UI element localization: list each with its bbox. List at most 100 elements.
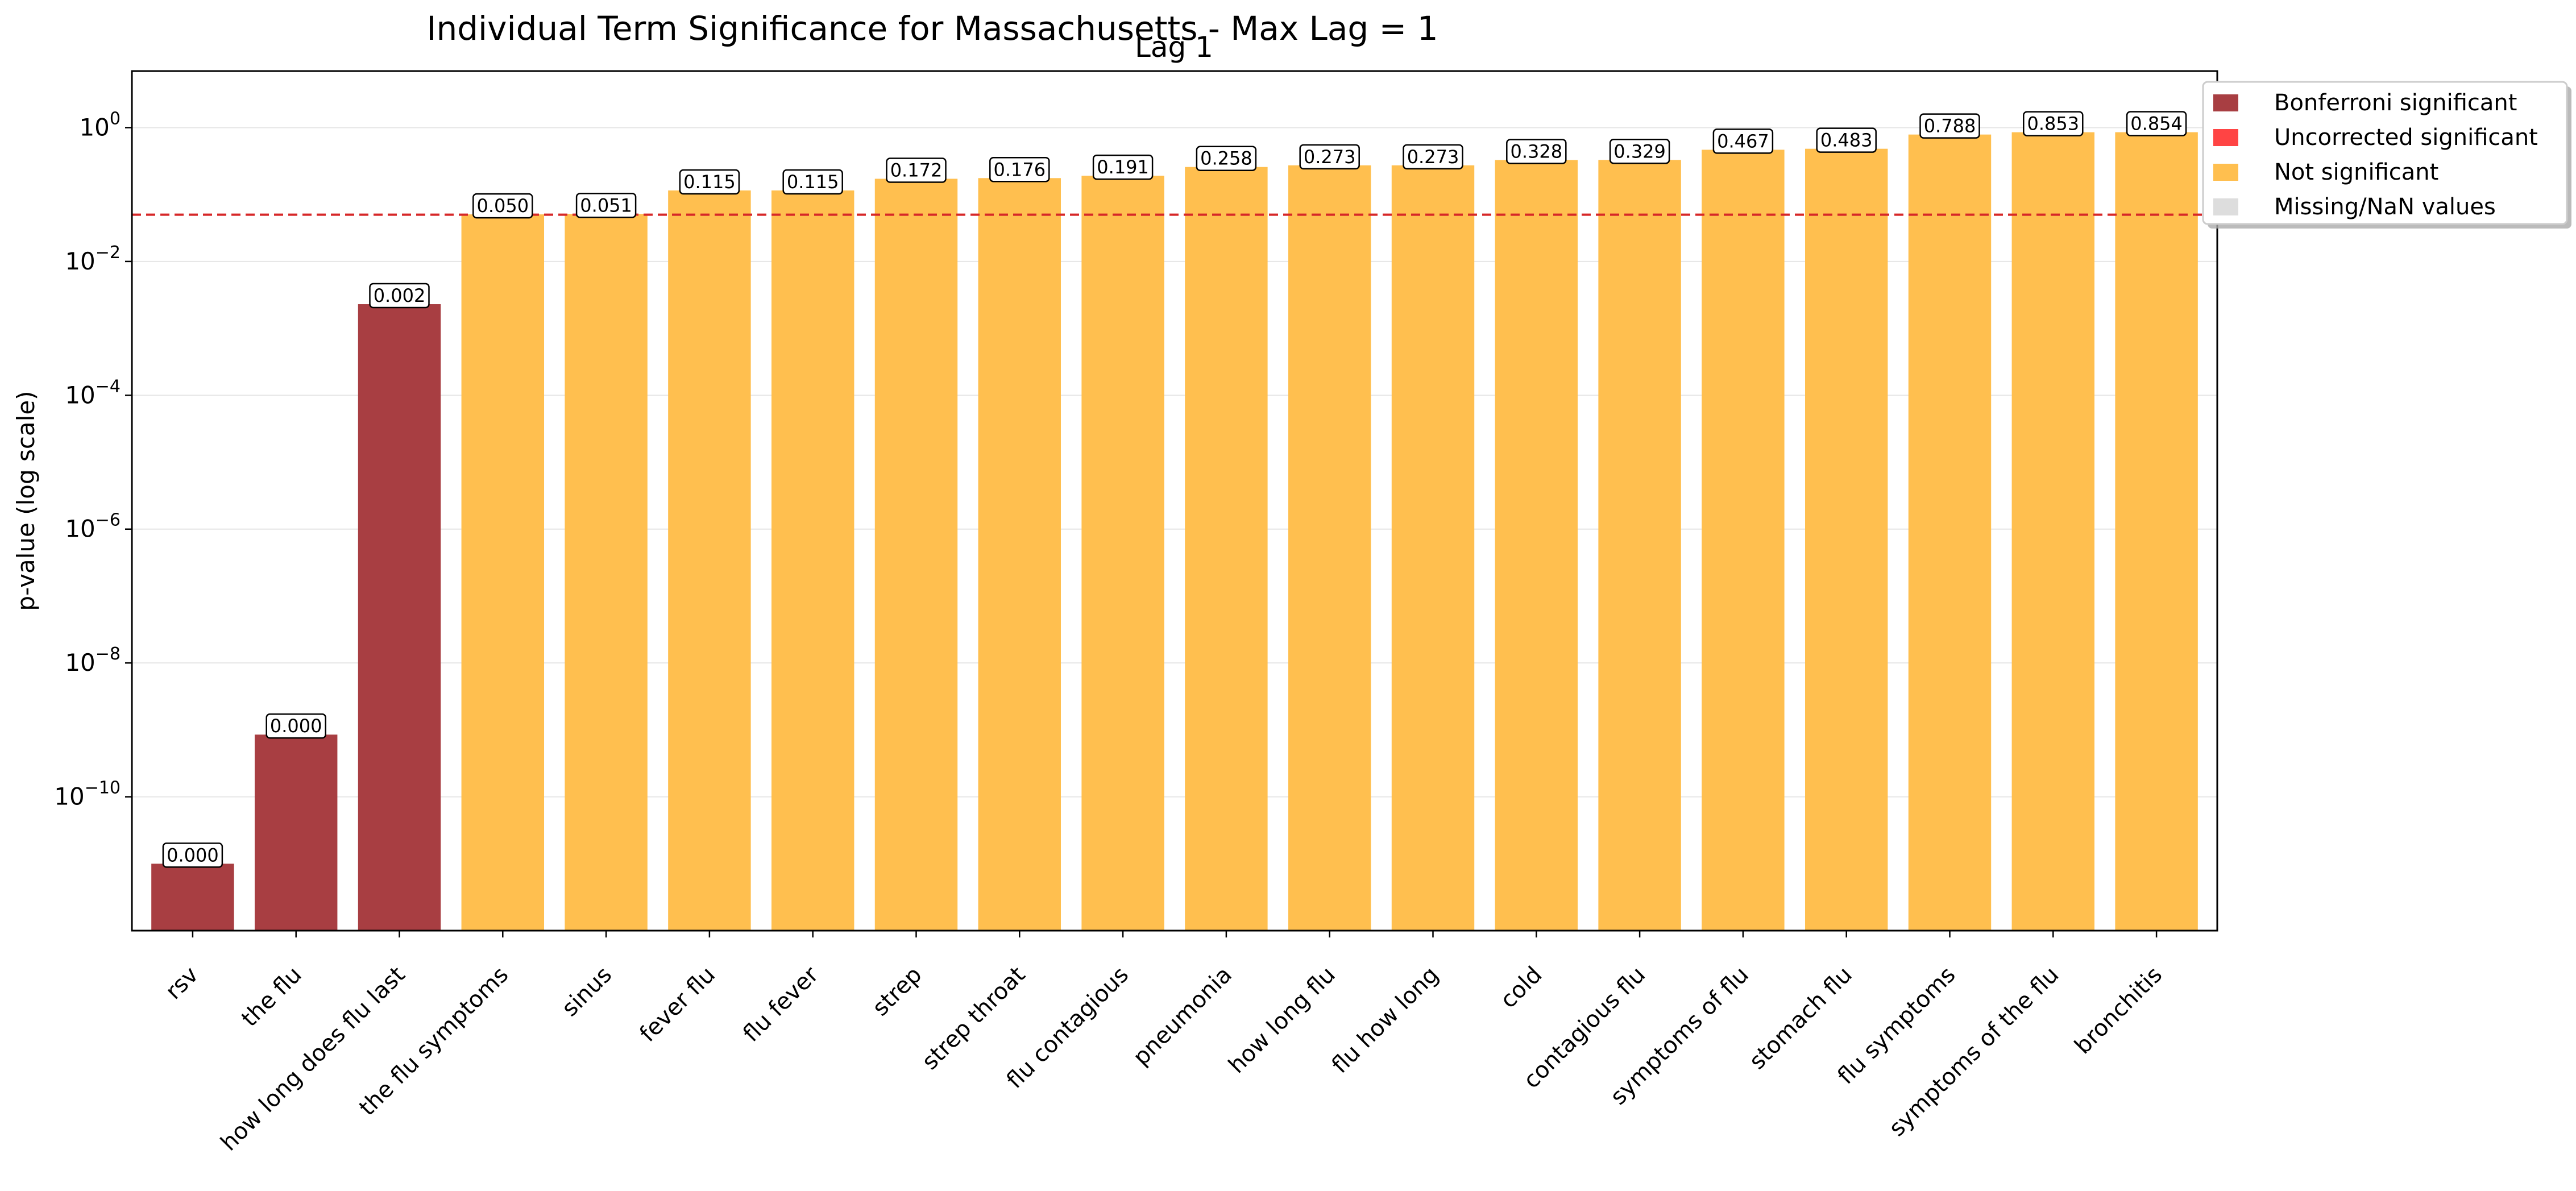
y-tick-exponent: −10 <box>85 778 121 798</box>
bar <box>565 214 648 931</box>
legend: Bonferroni significant Uncorrected signif… <box>2202 81 2571 229</box>
bar <box>1598 160 1681 931</box>
y-tick-base: 10 <box>65 247 95 275</box>
y-axis-label: p-value (log scale) <box>12 391 40 611</box>
data-label: 0.273 <box>1403 144 1463 170</box>
data-label-box <box>2023 111 2084 136</box>
bar <box>254 734 338 931</box>
data-label-box <box>679 169 740 195</box>
data-label: 0.051 <box>575 193 637 218</box>
data-label-text: 0.176 <box>993 159 1046 180</box>
bar <box>1288 165 1371 931</box>
data-label-text: 0.273 <box>1304 146 1356 168</box>
data-label-box <box>1299 144 1360 170</box>
legend-label: Uncorrected significant <box>2274 125 2538 151</box>
legend-label: Not significant <box>2274 159 2438 185</box>
data-label-box <box>1919 113 1980 139</box>
bar <box>1702 150 1785 931</box>
data-label: 0.115 <box>679 169 740 195</box>
data-label-box <box>989 157 1050 182</box>
bar <box>978 178 1061 931</box>
y-tick-label: 10−4 <box>65 376 121 409</box>
bar <box>771 190 854 931</box>
legend-label: Bonferroni significant <box>2274 90 2517 116</box>
data-labels: 0.000 0.000 0.002 0.050 0.051 0.115 0.115 0.172… <box>162 111 2187 868</box>
legend-swatch <box>2213 198 2238 215</box>
data-label-text: 0.051 <box>580 194 632 216</box>
legend-box <box>2202 81 2568 225</box>
data-label: 0.467 <box>1712 128 1774 154</box>
data-label: 0.000 <box>162 843 223 868</box>
data-label: 0.258 <box>1196 146 1257 171</box>
y-tick-base: 10 <box>65 649 95 677</box>
data-label-text: 0.050 <box>476 195 529 217</box>
data-label-text: 0.328 <box>1510 140 1562 162</box>
data-label-text: 0.273 <box>1407 146 1459 168</box>
bars <box>151 132 2198 931</box>
data-label-box <box>2126 111 2187 136</box>
data-label-text: 0.788 <box>1924 115 1976 137</box>
legend-label: Missing/NaN values <box>2274 194 2496 220</box>
data-label: 0.191 <box>1092 154 1154 180</box>
data-label-box <box>472 193 533 219</box>
bar <box>874 179 958 931</box>
bar <box>1185 167 1268 931</box>
legend-swatch <box>2213 94 2238 111</box>
data-label-box <box>1092 154 1154 180</box>
data-label-box <box>1712 128 1774 154</box>
plot-frame <box>131 70 2218 932</box>
y-tick-label: 10−6 <box>65 511 121 543</box>
data-label-box <box>1609 139 1670 164</box>
y-tick-exponent: −2 <box>96 243 121 263</box>
y-tick-label: 100 <box>79 109 121 141</box>
data-label: 0.273 <box>1299 144 1360 170</box>
data-label-box <box>162 843 223 868</box>
data-label: 0.176 <box>989 157 1050 182</box>
y-tick-exponent: −6 <box>96 511 121 530</box>
bar <box>2011 132 2095 931</box>
data-label: 0.854 <box>2126 111 2187 136</box>
y-tick-exponent: −4 <box>96 376 121 396</box>
data-label-box <box>369 283 430 309</box>
data-label: 0.000 <box>266 713 326 739</box>
data-label: 0.483 <box>1816 127 1877 153</box>
data-label-text: 0.329 <box>1613 140 1666 162</box>
legend-swatch <box>2213 129 2238 146</box>
bar <box>1495 160 1578 931</box>
bar <box>668 190 751 931</box>
data-label-text: 0.191 <box>1097 156 1149 178</box>
data-label-text: 0.115 <box>683 171 736 193</box>
data-label-box <box>1816 127 1877 153</box>
data-label-box <box>266 713 326 739</box>
data-label: 0.002 <box>369 283 430 309</box>
data-label-text: 0.002 <box>374 285 426 306</box>
chart-subtitle: Lag 1 <box>1135 31 1213 64</box>
data-label-text: 0.854 <box>2130 113 2183 135</box>
legend-swatch <box>2213 164 2238 181</box>
data-label: 0.788 <box>1919 113 1980 139</box>
data-label-box <box>1403 144 1463 170</box>
data-label-box <box>575 193 637 218</box>
data-label-box <box>782 169 843 195</box>
data-label: 0.050 <box>472 193 533 219</box>
bar <box>151 864 234 931</box>
data-label-box <box>886 157 947 183</box>
data-label-box <box>1506 139 1567 164</box>
bar <box>358 304 441 931</box>
y-tick-exponent: 0 <box>110 109 121 128</box>
data-label-box <box>1196 146 1257 171</box>
data-label-text: 0.000 <box>270 715 322 737</box>
data-label-text: 0.172 <box>890 159 943 181</box>
chart-title: Individual Term Significance for Massach… <box>426 9 1438 48</box>
bar <box>1908 134 1992 931</box>
bar <box>1805 148 1888 931</box>
y-tick-base: 10 <box>65 381 95 409</box>
data-label-text: 0.258 <box>1200 148 1252 169</box>
data-label-text: 0.467 <box>1717 130 1769 152</box>
data-label: 0.115 <box>782 169 843 195</box>
data-label: 0.329 <box>1609 139 1670 164</box>
y-tick-label: 10−2 <box>65 243 121 275</box>
y-tick-base: 10 <box>54 783 84 811</box>
bar <box>1391 165 1475 931</box>
